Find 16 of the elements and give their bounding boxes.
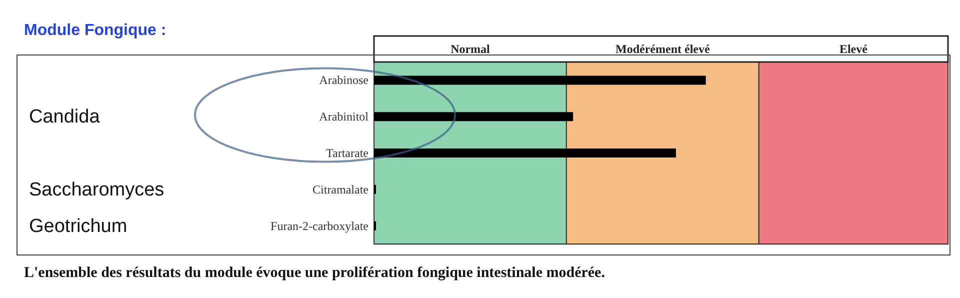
bar — [374, 76, 706, 85]
text: Saccharomyces — [29, 179, 164, 200]
y-tick-label: Arabinitol — [319, 110, 370, 124]
y-tick-label: Arabinose — [319, 73, 368, 88]
text: L'ensemble des résultats du module évoque une prolifération fongique intestinale modérée. — [24, 265, 606, 281]
y-tick-label: Citramalate — [312, 182, 368, 196]
bar — [374, 148, 676, 158]
band-label: Modérément élevé — [616, 42, 710, 56]
band-label: Elevé — [839, 42, 868, 56]
y-tick-label: Furan-2-carboxylate — [270, 218, 368, 233]
text: Module Fongique : — [24, 22, 166, 39]
text: Geotrichum — [29, 216, 128, 237]
bar — [374, 112, 574, 122]
band-label: Normal — [450, 42, 491, 56]
text: Candida — [29, 106, 100, 128]
y-tick-label: Tartarate — [326, 146, 368, 160]
